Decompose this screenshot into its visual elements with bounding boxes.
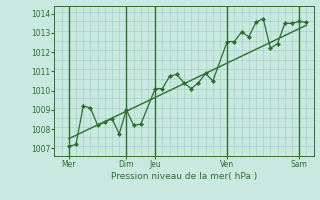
X-axis label: Pression niveau de la mer( hPa ): Pression niveau de la mer( hPa ) bbox=[111, 172, 257, 181]
